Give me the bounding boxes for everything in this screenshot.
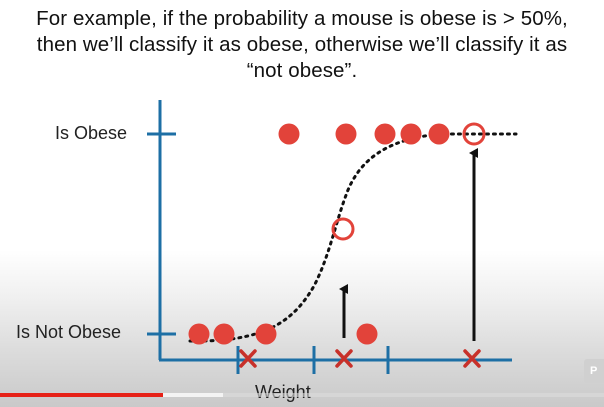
- x-axis-label-weight: Weight: [255, 382, 311, 402]
- caption-line-3: “not obese”.: [246, 59, 358, 82]
- progress-played: [0, 393, 164, 397]
- data-point-obese: [428, 123, 450, 145]
- classification-x-mark-2: [335, 349, 353, 368]
- caption-line-2: then we’ll classify it as obese, otherwi…: [36, 33, 568, 56]
- y-label-is-not-obese: Is Not Obese: [16, 322, 122, 342]
- classification-x-mark-3: [463, 349, 481, 368]
- data-point-not-obese: [213, 323, 235, 345]
- progress-buffered: [163, 393, 223, 397]
- logistic-curve: [188, 132, 518, 343]
- probability-marker-high: [462, 122, 486, 146]
- data-point-obese: [278, 123, 300, 145]
- slide-caption: For example, if the probability a mouse …: [0, 6, 604, 84]
- data-point-not-obese: [356, 323, 378, 345]
- player-overlay-badge[interactable]: P: [584, 359, 604, 383]
- data-point-obese: [335, 123, 357, 145]
- data-point-not-obese: [255, 323, 277, 345]
- video-progress-bar[interactable]: [0, 393, 604, 397]
- data-point-not-obese: [188, 323, 210, 345]
- probability-marker-mid: [331, 217, 355, 241]
- data-point-obese: [374, 123, 396, 145]
- classification-x-mark-1: [239, 349, 257, 368]
- data-point-obese: [400, 123, 422, 145]
- caption-line-1: For example, if the probability a mouse …: [36, 7, 568, 30]
- y-label-is-obese: Is Obese: [55, 123, 128, 143]
